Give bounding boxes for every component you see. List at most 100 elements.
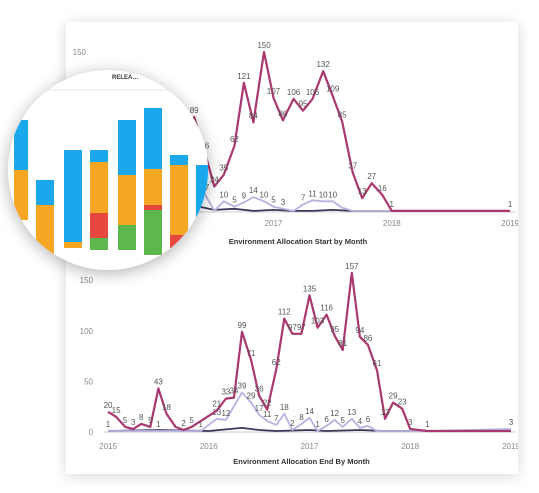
series-line-1 bbox=[107, 271, 511, 433]
lens-bar-segment bbox=[90, 162, 108, 213]
data-label: 35 bbox=[219, 164, 228, 173]
data-label: 18 bbox=[162, 403, 171, 412]
data-label: 13 bbox=[347, 408, 356, 417]
data-label: 13 bbox=[358, 187, 367, 196]
data-label: 1 bbox=[315, 420, 320, 429]
data-label: 112 bbox=[278, 308, 291, 317]
data-label: 3 bbox=[131, 418, 136, 427]
data-label: 37 bbox=[348, 162, 357, 171]
lens-bar-segment bbox=[144, 205, 162, 210]
charts-svg: 0501001502016201720182019Environment All… bbox=[73, 41, 518, 466]
data-label: 29 bbox=[389, 392, 398, 401]
lens-bar-segment bbox=[118, 175, 136, 225]
y-tick-label: 0 bbox=[89, 428, 94, 437]
data-label: 22 bbox=[263, 399, 272, 408]
data-label: 12 bbox=[330, 409, 339, 418]
y-tick-label: 50 bbox=[84, 377, 93, 386]
data-label: 9 bbox=[242, 191, 247, 200]
data-label: 11 bbox=[263, 410, 272, 419]
data-label: 5 bbox=[123, 416, 128, 425]
data-label: 33 bbox=[221, 388, 230, 397]
data-label: 121 bbox=[237, 72, 251, 81]
data-label: 3 bbox=[509, 418, 514, 427]
data-label: 1 bbox=[390, 200, 395, 209]
data-label: 71 bbox=[247, 349, 256, 358]
data-label: 1 bbox=[156, 420, 161, 429]
data-label: 34 bbox=[229, 387, 238, 396]
data-label: 107 bbox=[267, 87, 281, 96]
y-tick-label: 150 bbox=[80, 276, 94, 285]
data-label: 5 bbox=[232, 196, 237, 205]
data-label: 97 bbox=[288, 323, 297, 332]
data-label: 8 bbox=[299, 413, 304, 422]
data-label: 7 bbox=[301, 194, 306, 203]
data-label: 1 bbox=[198, 420, 203, 429]
data-label: 8 bbox=[139, 413, 144, 422]
data-label: 62 bbox=[272, 358, 281, 367]
lens-bar-segment bbox=[90, 238, 108, 250]
x-axis-title: Environment Allocation End By Month bbox=[233, 457, 370, 466]
data-label: 18 bbox=[280, 403, 289, 412]
x-tick-label: 2018 bbox=[383, 219, 401, 228]
data-label: 39 bbox=[238, 382, 247, 391]
data-label: 20 bbox=[104, 401, 113, 410]
data-label: 157 bbox=[345, 262, 359, 271]
y-tick-label: 100 bbox=[80, 327, 94, 336]
lens-bar-segment bbox=[14, 170, 28, 220]
data-label: 7 bbox=[274, 414, 279, 423]
data-label: 89 bbox=[190, 106, 199, 115]
data-label: 2 bbox=[290, 419, 295, 428]
data-label: 6 bbox=[324, 415, 329, 424]
x-tick-label: 2017 bbox=[301, 442, 319, 451]
data-label: 109 bbox=[326, 85, 340, 94]
x-axis-title: Environment Allocation Start by Month bbox=[229, 237, 368, 246]
data-label: 103 bbox=[311, 317, 325, 326]
lens-bar-segment bbox=[196, 165, 208, 245]
lens-bar-chart bbox=[8, 89, 208, 255]
data-label: 16 bbox=[378, 184, 387, 193]
data-label: 10 bbox=[260, 190, 269, 199]
data-label: 10 bbox=[219, 190, 228, 199]
data-label: 21 bbox=[212, 400, 221, 409]
zoom-lens: RELEA… bbox=[8, 70, 208, 270]
data-label: 99 bbox=[238, 321, 247, 330]
data-label: 14 bbox=[249, 186, 258, 195]
data-label: 23 bbox=[398, 398, 407, 407]
x-tick-label: 2019 bbox=[502, 442, 518, 451]
data-label: 86 bbox=[278, 109, 287, 118]
lens-bar-segment bbox=[170, 155, 188, 165]
data-label: 61 bbox=[373, 359, 382, 368]
data-label: 2 bbox=[181, 419, 186, 428]
data-label: 10 bbox=[328, 190, 337, 199]
x-tick-label: 2017 bbox=[265, 219, 283, 228]
lens-bar-segment bbox=[36, 205, 54, 255]
lens-bar-segment bbox=[64, 150, 82, 242]
data-label: 27 bbox=[367, 172, 376, 181]
data-label: 84 bbox=[249, 111, 258, 120]
lens-bar-segment bbox=[118, 120, 136, 175]
data-label: 13 bbox=[212, 408, 221, 417]
data-label: 13 bbox=[381, 408, 390, 417]
data-label: 1 bbox=[106, 420, 111, 429]
x-tick-label: 2015 bbox=[99, 442, 117, 451]
data-label: 3 bbox=[281, 198, 286, 207]
lens-bar-segment bbox=[144, 108, 162, 169]
data-label: 3 bbox=[408, 418, 413, 427]
data-label: 11 bbox=[308, 189, 317, 198]
data-label: 1 bbox=[425, 420, 430, 429]
data-label: 6 bbox=[366, 415, 371, 424]
series-line-2 bbox=[108, 391, 512, 432]
data-label: 95 bbox=[330, 325, 339, 334]
data-label: 81 bbox=[338, 339, 347, 348]
lens-bar-segment bbox=[118, 225, 136, 250]
lens-bar-segment bbox=[144, 210, 162, 255]
data-label: 4 bbox=[358, 417, 363, 426]
lens-bar-segment bbox=[36, 180, 54, 205]
data-label: 5 bbox=[271, 196, 276, 205]
y-tick-label: 150 bbox=[73, 48, 87, 57]
data-label: 5 bbox=[189, 416, 194, 425]
data-label: 97 bbox=[297, 323, 306, 332]
lens-title: RELEA… bbox=[112, 75, 139, 81]
data-label: 106 bbox=[306, 88, 320, 97]
